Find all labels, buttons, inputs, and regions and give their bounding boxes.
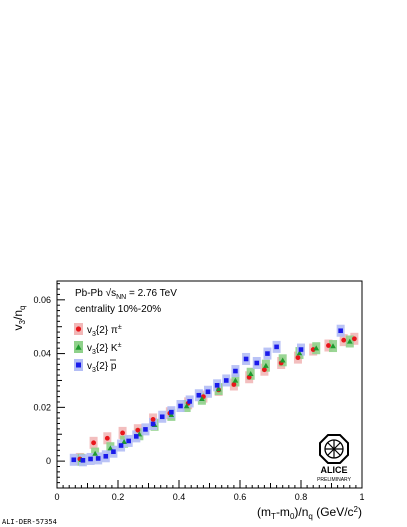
x-tick-label: 0 [54, 492, 59, 502]
kaon-point [215, 386, 222, 392]
y-tick-label: 0.04 [33, 349, 51, 359]
kaon-point [92, 450, 98, 456]
legend-pion-marker [75, 326, 82, 332]
system-label: Pb-Pb √sNN = 2.76 TeV [75, 287, 177, 301]
series-layer [69, 324, 359, 467]
proton-point [274, 344, 279, 350]
proton-point [118, 443, 124, 448]
x-tick-label: 0.2 [112, 492, 125, 502]
proton-point [143, 427, 148, 432]
pion-point [135, 427, 141, 433]
kaon-point [330, 343, 336, 349]
proton-point [111, 449, 116, 455]
proton-point [134, 434, 139, 439]
x-tick-label: 0.6 [234, 492, 247, 502]
proton-point [265, 351, 270, 356]
logo-octagon [319, 434, 349, 464]
legend-pion-label: v3{2} π± [87, 324, 122, 338]
y-tick-label: 0.02 [33, 402, 51, 412]
proton-point [178, 403, 183, 409]
proton-point [254, 360, 260, 366]
proton-point [80, 458, 86, 463]
proton-point [223, 378, 229, 383]
y-axis-title: v3/nq [11, 306, 27, 331]
proton-point [187, 399, 192, 404]
legend-proton-label: v3{2} p [87, 361, 117, 374]
kaon-point [263, 362, 269, 368]
kaon-point [347, 338, 353, 344]
legend: v3{2} π± v3{2} K± v3{2} p [74, 323, 122, 374]
proton-point [103, 453, 109, 459]
proton-point [205, 389, 211, 395]
legend-kaon-marker [75, 344, 82, 350]
proton-point [338, 328, 343, 334]
centrality-label: centrality 10%-20% [75, 304, 161, 315]
kaon-point [296, 350, 303, 356]
kaon-point [107, 445, 114, 451]
pion-point [351, 336, 357, 342]
kaon-point [279, 357, 286, 363]
proton-point [95, 456, 101, 461]
legend-kaon-label: v3{2} K± [87, 342, 122, 356]
proton-point [243, 356, 249, 362]
proton-point [159, 414, 165, 420]
legend-proton-marker [76, 362, 81, 368]
kaon-point [121, 438, 127, 444]
pion-point [246, 374, 252, 380]
x-axis-title: (mT-m0)/nq (GeV/c2) [257, 505, 362, 521]
alice-preliminary-logo: ALICE PRELIMINARY [317, 434, 352, 483]
kaon-point [313, 345, 320, 351]
proton-point [150, 421, 156, 427]
y-tick-label: 0 [46, 456, 51, 466]
pion-point [262, 367, 267, 373]
proton-point [88, 456, 93, 462]
kaon-point [232, 377, 239, 383]
kaon-point [183, 403, 190, 409]
pion-point [341, 337, 347, 343]
y-tick-label: 0.06 [33, 295, 51, 305]
proton-point [196, 392, 202, 398]
pion-point [310, 347, 316, 352]
kaon-point [199, 395, 205, 401]
logo-subtitle: PRELIMINARY [317, 477, 351, 483]
x-tick-label: 0.4 [173, 492, 186, 502]
logo-title: ALICE [321, 465, 348, 475]
x-tick-label: 1 [359, 492, 364, 502]
proton-point [233, 368, 238, 374]
x-tick-label: 0.8 [295, 492, 308, 502]
pion-point [120, 430, 125, 436]
proton-point [71, 457, 77, 463]
pion-point [326, 343, 331, 348]
tick-labels: 0 0.2 0.4 0.6 0.8 1 0 0.02 0.04 0.06 [33, 295, 364, 502]
proton-point [214, 383, 220, 388]
pion-point [295, 355, 301, 361]
proton-point [298, 347, 304, 352]
pion-point [104, 435, 110, 441]
axis-ticks [56, 283, 363, 489]
pion-point [91, 440, 96, 446]
kaon-point [168, 412, 175, 418]
kaon-point [247, 370, 254, 376]
proton-point [169, 409, 174, 415]
pion-point [150, 417, 156, 422]
figure-id: ALI-DER-57354 [2, 518, 57, 526]
pion-point [231, 382, 237, 387]
proton-point [126, 438, 131, 444]
